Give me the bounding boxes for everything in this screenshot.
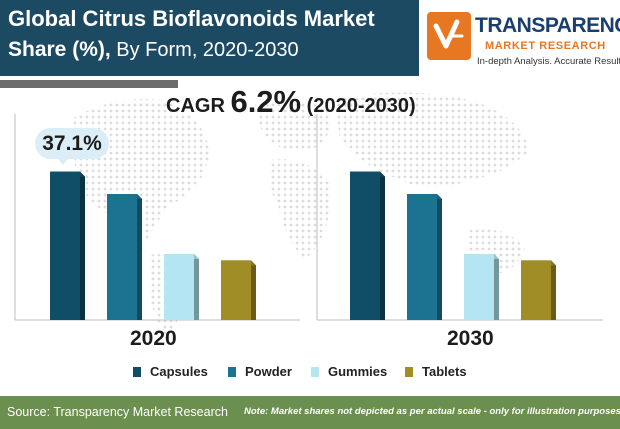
bar-face-2020-powder (107, 194, 137, 320)
title-divider (0, 80, 178, 88)
legend: Capsules Powder Gummies Tablets (0, 364, 620, 386)
data-label-2020-capsules: 37.1% (35, 128, 109, 159)
x-tick-label-2020: 2020 (130, 327, 177, 350)
bar-face-2020-capsules (50, 171, 80, 320)
bar-face-2020-gummies (164, 254, 194, 320)
logo-tagline: In-depth Analysis. Accurate Results (477, 56, 620, 67)
cagr-callout: CAGR 6.2% (2020-2030) (166, 84, 416, 120)
chart-subtitle: Share (%), By Form, 2020-2030 (8, 38, 299, 62)
cagr-period: (2020-2030) (301, 95, 416, 117)
logo-subtitle: MARKET RESEARCH (485, 40, 606, 52)
bar-side-2020-capsules (80, 171, 85, 320)
data-label-pointer (56, 157, 70, 165)
bar-side-2030-gummies (494, 254, 499, 320)
legend-swatch-tablets (405, 366, 413, 377)
bar-side-2020-powder (137, 194, 142, 320)
bar-2020-gummies (164, 254, 199, 320)
bar-2030-tablets (521, 260, 556, 320)
legend-item-capsules: Capsules (133, 364, 208, 379)
legend-label-powder: Powder (245, 364, 292, 379)
legend-swatch-capsules (133, 366, 141, 377)
x-tick-label-2030: 2030 (447, 327, 494, 350)
legend-item-gummies: Gummies (311, 364, 387, 379)
legend-label-capsules: Capsules (150, 364, 208, 379)
bar-2020-powder (107, 194, 142, 320)
chart-title: Global Citrus Bioflavonoids Market (8, 6, 375, 31)
bar-side-2030-powder (437, 194, 442, 320)
bar-2030-gummies (464, 254, 499, 320)
legend-label-gummies: Gummies (328, 364, 388, 379)
bar-face-2020-tablets (221, 260, 251, 320)
footer-bar: Source: Transparency Market Research Not… (0, 396, 620, 429)
bar-2030-powder (407, 194, 442, 320)
bar-face-2030-gummies (464, 254, 494, 320)
legend-label-tablets: Tablets (422, 364, 467, 379)
chart-title-part2: Share (%), (8, 38, 111, 61)
cagr-value: 6.2% (230, 84, 302, 119)
logo-mark-icon (427, 12, 471, 60)
legend-item-powder: Powder (228, 364, 292, 379)
legend-item-tablets: Tablets (405, 364, 467, 379)
bar-face-2030-capsules (350, 171, 380, 320)
bars-group (50, 171, 556, 320)
legend-swatch-powder (228, 366, 236, 377)
bar-face-2030-tablets (521, 260, 551, 320)
company-logo: TRANSPARENCY MARKET RESEARCH In-depth An… (425, 6, 620, 72)
source-text: Source: Transparency Market Research (7, 405, 228, 419)
bar-side-2030-capsules (380, 171, 385, 320)
title-banner: Global Citrus Bioflavonoids Market Share… (0, 0, 419, 76)
chart-subtitle-rest: By Form, 2020-2030 (110, 39, 299, 61)
legend-swatch-gummies (311, 366, 319, 377)
bar-side-2020-gummies (194, 254, 199, 320)
bar-side-2020-tablets (251, 260, 256, 320)
bar-face-2030-powder (407, 194, 437, 320)
cagr-label: CAGR (166, 95, 231, 117)
bar-side-2030-tablets (551, 260, 556, 320)
bar-2020-tablets (221, 260, 256, 320)
bar-2030-capsules (350, 171, 385, 320)
logo-name: TRANSPARENCY (475, 14, 620, 37)
note-text: Note: Market shares not depicted as per … (244, 406, 620, 417)
bar-2020-capsules (50, 171, 85, 320)
